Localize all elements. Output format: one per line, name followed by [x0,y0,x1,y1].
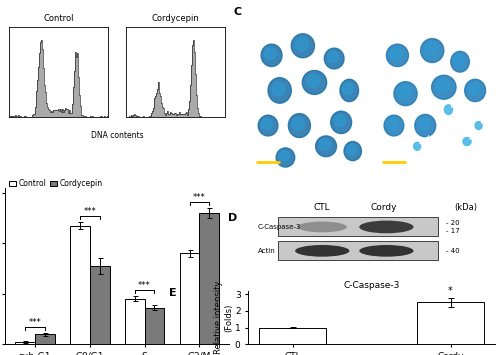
Bar [15,342,35,344]
Text: *: * [448,286,453,296]
Bar [200,213,219,344]
Bar [180,253,200,344]
Y-axis label: Relative intensity
(Folds): Relative intensity (Folds) [214,281,234,354]
Text: C: C [234,7,241,17]
Ellipse shape [360,220,414,233]
Text: C-Caspase-3: C-Caspase-3 [258,224,302,230]
Text: (kDa): (kDa) [454,203,477,212]
Bar [144,308,165,344]
Bar [125,299,144,344]
Text: - 20: - 20 [446,219,460,225]
Text: ***: *** [193,193,206,202]
Bar [418,302,484,344]
Text: ***: *** [138,281,151,290]
Text: D: D [228,213,237,223]
Ellipse shape [295,245,350,257]
Bar [70,226,90,344]
Text: - 40: - 40 [446,248,460,254]
Ellipse shape [360,245,414,257]
Text: Cordy: Cordy [370,203,397,212]
Bar [90,266,110,344]
Text: Actin: Actin [258,248,276,254]
Legend: Control, Cordycepin: Control, Cordycepin [9,179,102,188]
Ellipse shape [298,222,347,232]
Title: C-Caspase-3: C-Caspase-3 [344,281,400,290]
Text: DNA contents: DNA contents [91,131,144,140]
Text: - 17: - 17 [446,228,460,234]
Bar [260,328,326,344]
Text: ***: *** [84,207,96,215]
Text: ***: *** [28,318,42,327]
Bar [278,241,438,260]
Bar [278,217,438,236]
Text: E: E [169,288,177,298]
Text: CTL: CTL [314,203,330,212]
Bar [35,334,54,344]
